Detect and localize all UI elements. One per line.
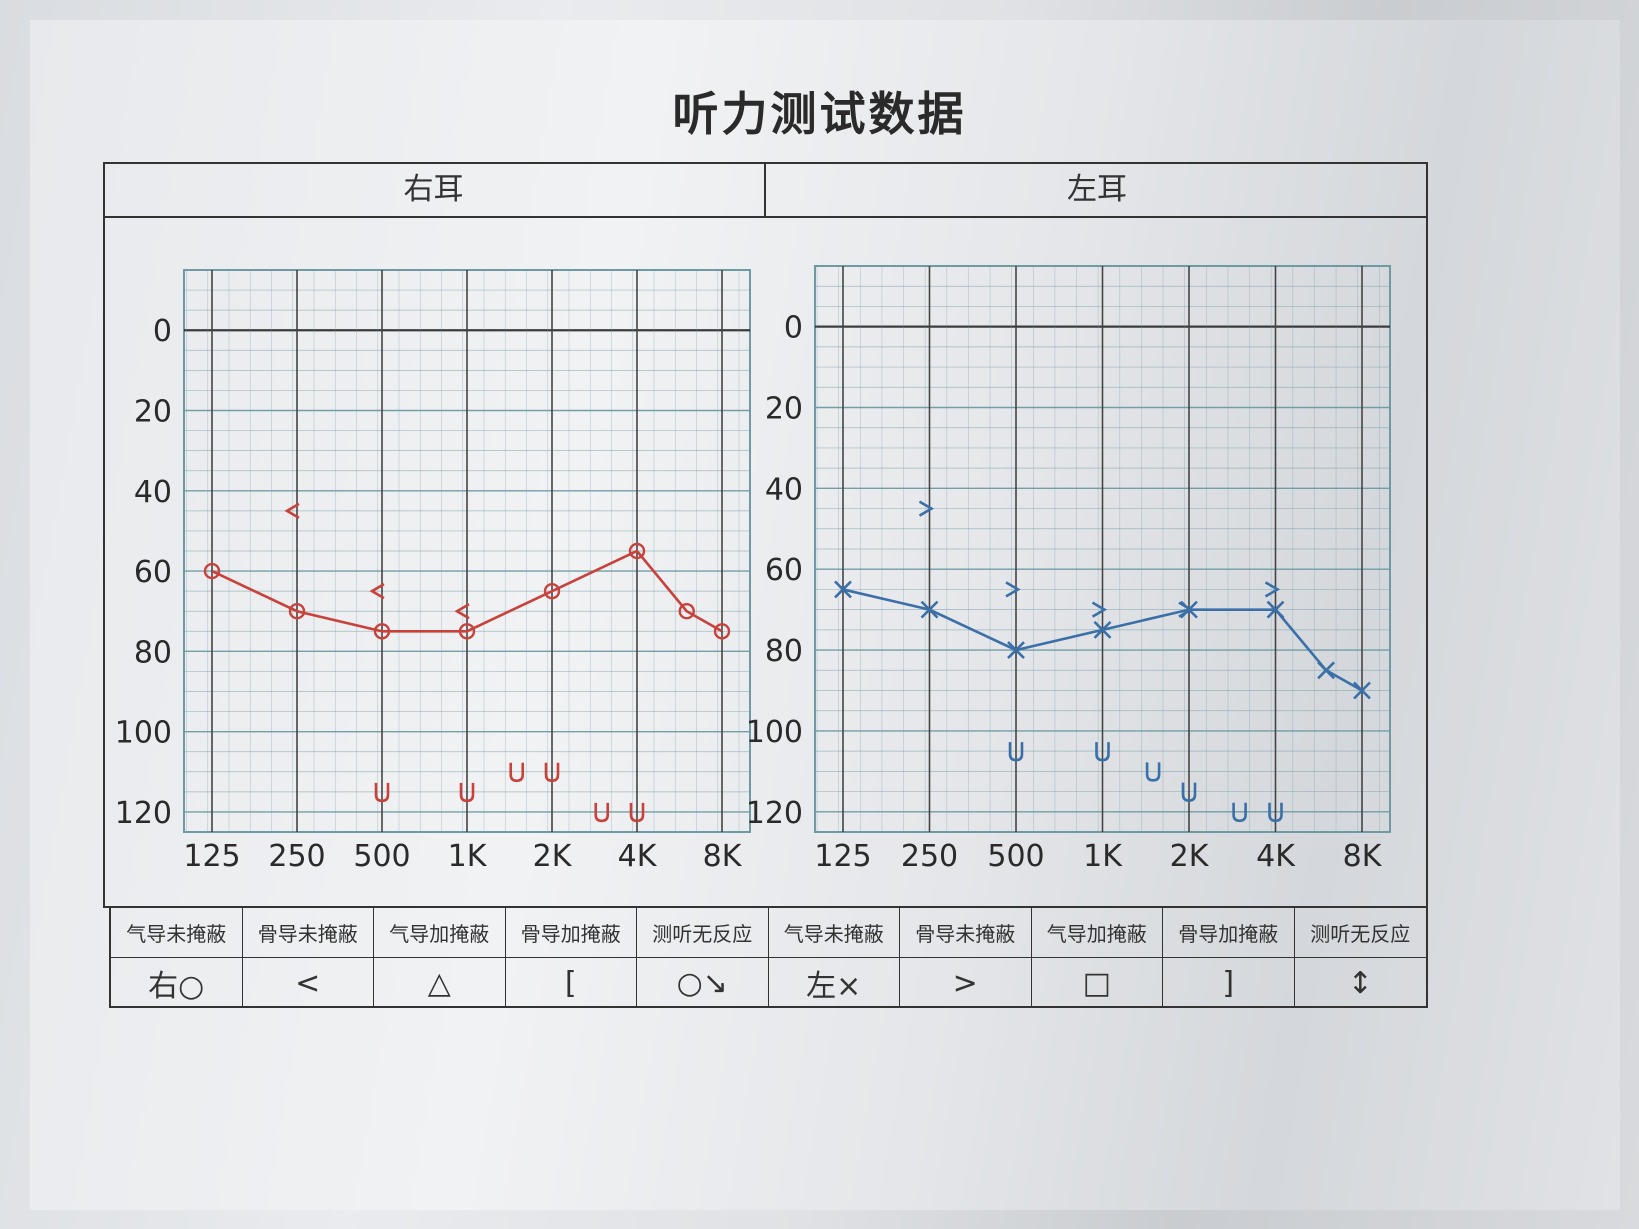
legend-label: 气导加掩蔽: [374, 908, 506, 958]
air-conduction-point: [1353, 681, 1371, 700]
legend-symbol: >: [900, 958, 1032, 1008]
air-conduction-point: [1266, 600, 1285, 619]
no-response-point: [1232, 802, 1247, 823]
legend-symbol: 左×: [769, 958, 900, 1008]
y-tick-label: 20: [765, 392, 803, 427]
x-tick-label: 250: [268, 839, 325, 874]
y-tick-label: 40: [134, 475, 172, 510]
x-tick-label: 500: [987, 839, 1044, 874]
legend-symbol: ○↘: [637, 958, 769, 1008]
x-tick-label: 1K: [448, 839, 488, 874]
no-response-point: [1145, 762, 1161, 782]
y-tick-label: 60: [765, 553, 803, 588]
legend-symbol: [: [506, 958, 637, 1008]
y-tick-label: 80: [765, 634, 803, 669]
y-tick-label: 60: [134, 555, 172, 590]
bone-conduction-point: [1091, 601, 1108, 618]
x-tick-label: 4K: [618, 839, 658, 874]
legend-symbol: △: [374, 958, 506, 1008]
y-tick-label: 20: [134, 395, 172, 430]
x-tick-label: 8K: [703, 839, 743, 874]
x-tick-label: 1K: [1083, 839, 1123, 874]
air-conduction-line: [842, 588, 1363, 692]
y-tick-label: 100: [115, 716, 172, 751]
bone-conduction-point: [918, 500, 935, 517]
legend-label: 测听无反应: [637, 908, 769, 958]
legend-label: 骨导加掩蔽: [505, 908, 637, 958]
legend-label: 气导未掩蔽: [768, 908, 900, 958]
no-response-point: [459, 782, 475, 803]
y-tick-label: 120: [115, 796, 172, 831]
air-conduction-point: [1093, 620, 1112, 639]
bone-conduction-point: [454, 603, 470, 620]
no-response-point: [594, 802, 610, 823]
air-conduction-point: [920, 600, 939, 619]
no-response-point: [374, 782, 390, 803]
air-conduction-line: [211, 549, 723, 633]
air-conduction-point: [543, 582, 561, 600]
air-conduction-point: [203, 562, 221, 580]
legend-label: 骨导未掩蔽: [900, 908, 1032, 958]
legend-table: 气导未掩蔽 骨导未掩蔽 气导加掩蔽 骨导加掩蔽 测听无反应 气导未掩蔽 骨导未掩…: [109, 906, 1428, 1008]
air-conduction-point: [288, 603, 306, 620]
legend-symbol: □: [1032, 958, 1163, 1008]
y-tick-label: 100: [746, 715, 803, 750]
legend-symbol: <: [243, 958, 374, 1008]
y-tick-label: 0: [153, 314, 172, 349]
no-response-point: [1268, 802, 1283, 823]
y-tick-label: 40: [765, 472, 803, 507]
no-response-point: [1008, 742, 1024, 762]
right-ear-header: 右耳: [103, 162, 766, 218]
bone-conduction-point: [1178, 601, 1194, 618]
legend-label: 气导加掩蔽: [1031, 908, 1163, 958]
legend-label: 骨导未掩蔽: [242, 908, 374, 958]
legend-label: 测听无反应: [1294, 908, 1426, 958]
legend-label: 骨导加掩蔽: [1163, 908, 1295, 958]
x-tick-label: 4K: [1256, 839, 1296, 874]
air-conduction-point: [1007, 641, 1025, 659]
no-response-point: [1181, 782, 1197, 802]
paper-sheet: [30, 20, 1620, 1210]
y-tick-label: 0: [784, 311, 803, 346]
no-response-point: [629, 802, 645, 823]
x-tick-label: 500: [353, 839, 410, 874]
bone-conduction-point: [284, 502, 300, 519]
bone-conduction-point: [1264, 581, 1281, 598]
x-tick-label: 2K: [533, 839, 573, 874]
legend-label: 气导未掩蔽: [111, 908, 243, 958]
air-conduction-point: [1317, 661, 1336, 680]
air-conduction-point: [373, 623, 391, 640]
x-tick-label: 125: [814, 839, 871, 874]
air-conduction-point: [458, 623, 476, 640]
x-tick-label: 125: [183, 839, 240, 874]
legend-symbol: ]: [1163, 958, 1295, 1008]
legend-symbol: 右○: [111, 958, 243, 1008]
air-conduction-point: [628, 542, 646, 560]
left-ear-header: 左耳: [766, 162, 1428, 218]
page-title: 听力测试数据: [672, 87, 967, 141]
no-response-point: [1095, 742, 1110, 762]
legend-symbol: ↕: [1347, 965, 1373, 1001]
no-response-point: [509, 762, 525, 783]
air-conduction-point: [834, 580, 852, 599]
x-tick-label: 250: [901, 839, 958, 874]
no-response-point: [544, 762, 560, 783]
x-tick-label: 8K: [1343, 839, 1383, 874]
x-tick-label: 2K: [1170, 839, 1210, 874]
bone-conduction-point: [369, 583, 385, 600]
y-tick-label: 80: [134, 635, 172, 670]
bone-conduction-point: [1005, 581, 1021, 598]
air-conduction-point: [678, 603, 695, 620]
y-tick-label: 120: [746, 796, 803, 831]
air-conduction-point: [713, 623, 731, 640]
